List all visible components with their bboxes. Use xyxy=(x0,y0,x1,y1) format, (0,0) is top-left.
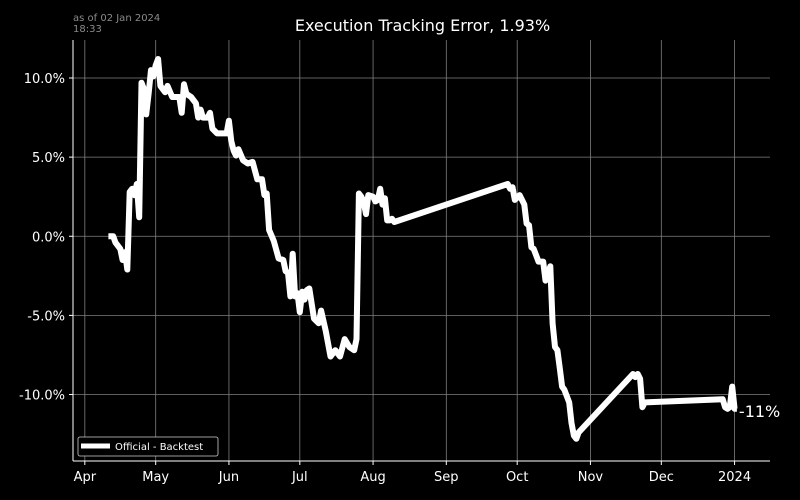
series xyxy=(108,56,738,442)
y-tick-label: 5.0% xyxy=(32,151,65,166)
x-tick-label: 2024 xyxy=(718,470,751,485)
x-tick-label: Dec xyxy=(649,470,674,485)
x-tick-label: Oct xyxy=(506,470,528,485)
axis-ticks: Apr May Jun Jul Aug Sep Oct Nov Dec 2024 10.0% 5.0%… xyxy=(19,72,751,485)
x-tick-label: Jun xyxy=(218,470,239,485)
y-tick-label: -10.0% xyxy=(19,389,65,404)
series-line-official-backtest xyxy=(108,56,738,442)
y-tick-label: 10.0% xyxy=(24,72,65,87)
legend-box xyxy=(77,436,219,457)
legend-label: Official - Backtest xyxy=(115,442,203,453)
x-tick-label: May xyxy=(142,470,169,485)
x-tick-label: Sep xyxy=(434,470,459,485)
legend: Official - Backtest xyxy=(77,436,219,457)
x-tick-label: Jul xyxy=(291,470,308,485)
timestamp: as of 02 Jan 2024 18:33 xyxy=(73,13,160,35)
end-value-label: -11% xyxy=(739,402,780,421)
timestamp-time: 18:33 xyxy=(73,24,102,35)
y-tick-label: -5.0% xyxy=(27,309,65,324)
y-tick-label: 0.0% xyxy=(32,230,65,245)
chart-title: Execution Tracking Error, 1.93% xyxy=(294,16,551,35)
grid xyxy=(73,40,770,461)
x-tick-label: Nov xyxy=(578,470,604,485)
x-tick-label: Apr xyxy=(74,470,97,485)
timestamp-date: as of 02 Jan 2024 xyxy=(73,13,161,24)
x-tick-label: Aug xyxy=(360,470,385,485)
